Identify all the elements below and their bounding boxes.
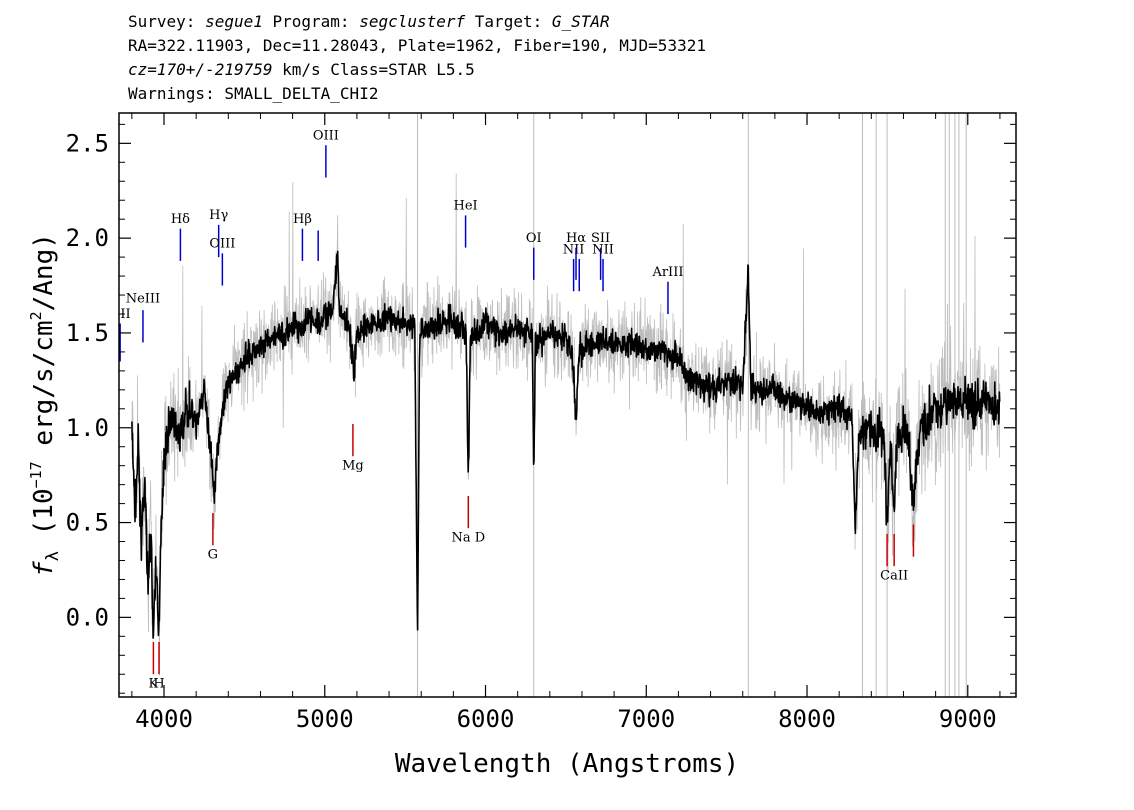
line-marker-label: SII	[591, 231, 610, 246]
y-axis-title: fλ (10−17 erg/s/cm2/Ang)	[27, 233, 63, 577]
spectrum-header: Survey: segue1 Program: segclusterf Targ…	[128, 10, 706, 106]
y-tick-label: 2.5	[66, 129, 109, 157]
x-axis-title: Wavelength (Angstroms)	[395, 749, 739, 779]
x-tick-label: 8000	[778, 705, 836, 733]
line-marker-label: Hγ	[209, 208, 228, 223]
line-marker-label: H	[153, 677, 164, 692]
header-line-survey: Survey: segue1 Program: segclusterf Targ…	[128, 12, 610, 31]
line-marker-label: OIII	[313, 129, 339, 144]
line-marker-label: CaII	[880, 568, 908, 583]
noise-trace	[131, 173, 1001, 676]
line-marker-label: Hβ	[293, 212, 312, 227]
line-marker-label: Mg	[342, 458, 364, 473]
flux-spectrum	[131, 250, 1001, 639]
x-tick-label: 6000	[457, 705, 515, 733]
x-tick-label: 4000	[135, 705, 193, 733]
survey-value: segue1	[205, 12, 263, 31]
svg-text:fλ (10−17 erg/s/cm2/Ang): fλ (10−17 erg/s/cm2/Ang)	[27, 233, 63, 577]
line-marker-label: ArIII	[651, 265, 683, 280]
header-line-warnings: Warnings: SMALL_DELTA_CHI2	[128, 84, 379, 103]
y-tick-label: 1.5	[66, 319, 109, 347]
y-tick-label: 1.0	[66, 414, 109, 442]
x-tick-label: 5000	[296, 705, 354, 733]
line-marker-label: Na D	[451, 531, 485, 546]
flux-trace	[131, 250, 1001, 639]
line-marker-label: Hα	[566, 231, 586, 246]
header-line-redshift: cz=170+/-219759 km/s Class=STAR L5.5	[128, 60, 475, 79]
line-marker-label: HeI	[453, 199, 477, 214]
line-marker-label: NII	[563, 242, 585, 257]
redshift-value: cz=170+/-219759	[128, 60, 273, 79]
y-tick-label: 0.5	[66, 509, 109, 537]
target-value: G_STAR	[551, 12, 610, 31]
y-tick-label: 2.0	[66, 224, 109, 252]
line-marker-label: Hδ	[171, 212, 190, 227]
line-marker-label: G	[208, 548, 218, 563]
header-line-coordinates: RA=322.11903, Dec=11.28043, Plate=1962, …	[128, 36, 706, 55]
line-marker-label: NeIII	[126, 292, 160, 307]
line-marker-label: NII	[592, 242, 614, 257]
line-marker-label: K	[149, 677, 159, 692]
y-tick-label: 0.0	[66, 603, 109, 631]
axis-ticks: 4000 5000 6000 7000 8000 9000 0.0 0.5 1.0 1.5 2.0 2…	[66, 113, 1016, 733]
flux-uncertainty-band	[131, 113, 1001, 697]
line-marker-label: OIII	[209, 237, 235, 252]
x-tick-label: 9000	[939, 705, 997, 733]
plot-frame	[118, 112, 1017, 698]
program-value: segclusterf	[359, 12, 466, 31]
line-marker-label: OI	[526, 231, 542, 246]
x-tick-label: 7000	[617, 705, 675, 733]
